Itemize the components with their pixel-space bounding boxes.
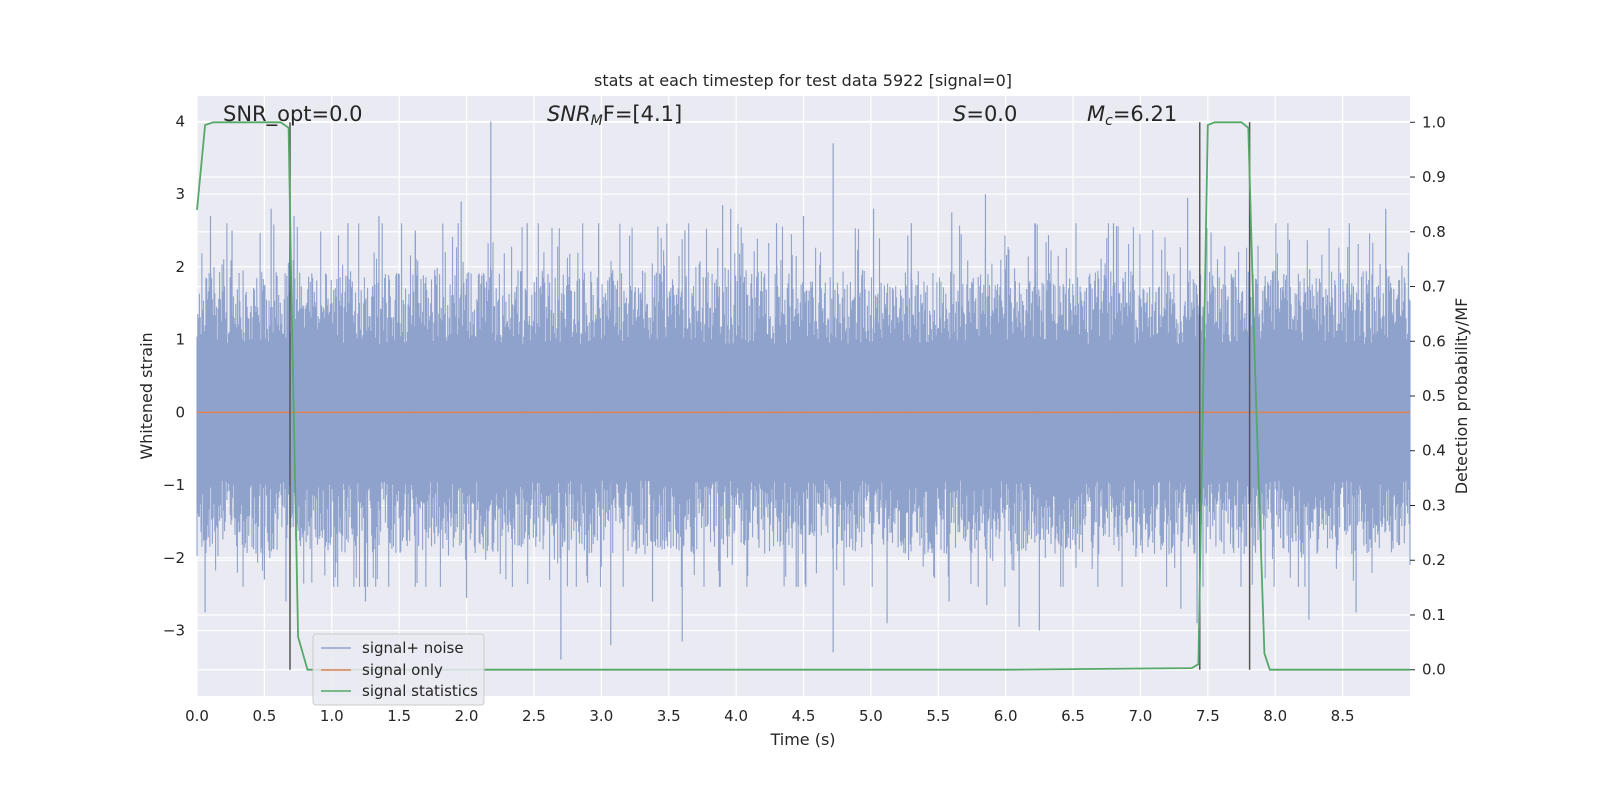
x-tick-11: 5.5 bbox=[926, 707, 950, 725]
y-left-tick-6: 3 bbox=[175, 185, 185, 203]
annotation-snr-mf: SNRMF=[4.1] bbox=[547, 102, 682, 129]
y-left-tick-3: 0 bbox=[175, 403, 185, 421]
annotation-snr-mf-base: SNR bbox=[547, 102, 591, 126]
y-left-tick-4: 1 bbox=[175, 331, 185, 349]
chart-title: stats at each timestep for test data 592… bbox=[594, 71, 1012, 90]
annotation-mc-rest: =6.21 bbox=[1113, 102, 1177, 126]
y-right-tick-2: 0.2 bbox=[1422, 551, 1446, 569]
y-left-tick-1: −2 bbox=[163, 549, 185, 567]
y-axis-left-ticks: −3 −2 −1 0 1 2 3 4 bbox=[163, 112, 185, 639]
legend-box bbox=[312, 633, 485, 706]
annotation-mc-var: M bbox=[1087, 102, 1105, 126]
y-left-tick-0: −3 bbox=[163, 622, 185, 640]
x-tick-6: 3.0 bbox=[589, 707, 613, 725]
x-tick-12: 6.0 bbox=[994, 707, 1018, 725]
annotation-snr-mf-rest: F=[4.1] bbox=[603, 102, 682, 126]
legend: signal+ noise signal only signal statist… bbox=[312, 633, 485, 706]
annotation-snr-opt: SNR_opt=0.0 bbox=[223, 102, 363, 127]
y-left-tick-5: 2 bbox=[175, 258, 185, 276]
y-right-tick-5: 0.5 bbox=[1422, 387, 1446, 405]
y-right-tick-10: 1.0 bbox=[1422, 113, 1446, 131]
y-right-tick-1: 0.1 bbox=[1422, 606, 1446, 624]
y-right-tick-4: 0.4 bbox=[1422, 442, 1446, 460]
y-right-tick-3: 0.3 bbox=[1422, 496, 1446, 514]
x-tick-0: 0.0 bbox=[185, 707, 209, 725]
y-axis-right-ticks: 0.0 0.1 0.2 0.3 0.4 0.5 0.6 0.7 0.8 0.9 1.0 bbox=[1410, 113, 1446, 679]
y-right-tick-6: 0.6 bbox=[1422, 332, 1446, 350]
x-tick-2: 1.0 bbox=[320, 707, 344, 725]
x-tick-13: 6.5 bbox=[1061, 707, 1085, 725]
y-axis-right-label: Detection probability/MF bbox=[1452, 298, 1471, 495]
x-tick-7: 3.5 bbox=[657, 707, 681, 725]
x-tick-17: 8.5 bbox=[1331, 707, 1355, 725]
legend-label-signal-only: signal only bbox=[362, 661, 443, 679]
series-signal-statistics bbox=[196, 121, 1410, 671]
annotation-snr-mf-sub: M bbox=[591, 113, 603, 129]
y-left-tick-7: 4 bbox=[175, 112, 185, 130]
y-right-tick-7: 0.7 bbox=[1422, 278, 1446, 296]
stats-line bbox=[196, 121, 1410, 671]
x-tick-14: 7.0 bbox=[1129, 707, 1153, 725]
x-tick-1: 0.5 bbox=[252, 707, 276, 725]
annotation-mc: Mc=6.21 bbox=[1087, 102, 1177, 129]
annotation-s-var: S bbox=[953, 102, 966, 126]
y-left-tick-2: −1 bbox=[163, 476, 185, 494]
legend-label-signal-noise: signal+ noise bbox=[362, 639, 464, 657]
annotation-s: S=0.0 bbox=[953, 102, 1017, 126]
y-right-tick-8: 0.8 bbox=[1422, 223, 1446, 241]
annotation-mc-sub: c bbox=[1105, 113, 1113, 129]
x-tick-16: 8.0 bbox=[1263, 707, 1287, 725]
legend-label-signal-statistics: signal statistics bbox=[362, 682, 478, 700]
x-tick-3: 1.5 bbox=[387, 707, 411, 725]
annotation-s-rest: =0.0 bbox=[966, 102, 1017, 126]
x-axis-label: Time (s) bbox=[769, 730, 835, 749]
x-tick-15: 7.5 bbox=[1196, 707, 1220, 725]
y-right-tick-9: 0.9 bbox=[1422, 168, 1446, 186]
x-tick-10: 5.0 bbox=[859, 707, 883, 725]
x-tick-9: 4.5 bbox=[792, 707, 816, 725]
y-axis-left-label: Whitened strain bbox=[137, 332, 156, 459]
x-axis-ticks: 0.0 0.5 1.0 1.5 2.0 2.5 3.0 3.5 4.0 4.5 5.0 5.5 6.0 6… bbox=[185, 707, 1354, 725]
x-tick-5: 2.5 bbox=[522, 707, 546, 725]
y-right-tick-0: 0.0 bbox=[1422, 661, 1446, 679]
x-tick-4: 2.0 bbox=[455, 707, 479, 725]
x-tick-8: 4.0 bbox=[724, 707, 748, 725]
